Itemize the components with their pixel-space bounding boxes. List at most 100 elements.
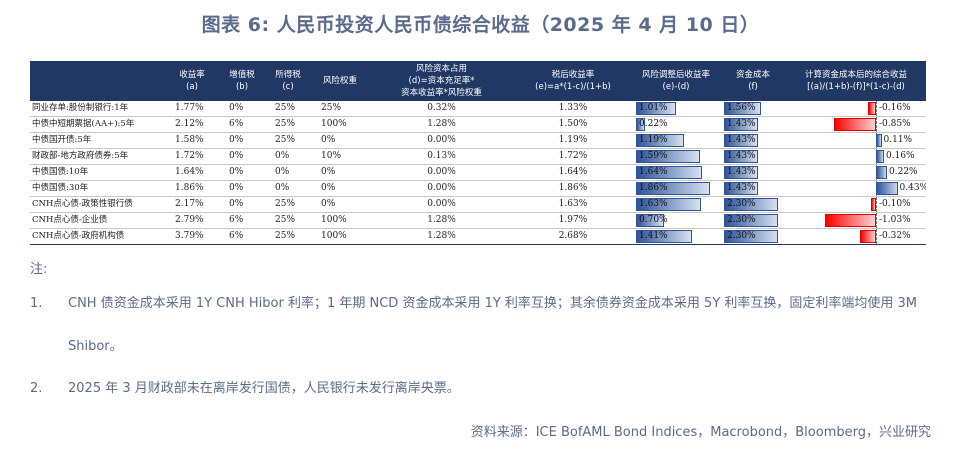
cell-f: 2.30%	[720, 229, 786, 245]
bar-value-label: 1.01%	[639, 103, 668, 113]
cell-adj: 1.86%	[632, 181, 720, 197]
bar-value-label: 0.43%	[899, 183, 927, 193]
cell-d: 1.28%	[427, 231, 456, 241]
cell-w: 0%	[321, 183, 336, 193]
cell-b: 6%	[229, 119, 244, 129]
cell-b: 0%	[229, 103, 244, 113]
data-bar	[636, 102, 677, 115]
cell-a: 1.58%	[175, 135, 204, 145]
column-header-text: (e)=a*(1-c)/(1+b)	[535, 82, 611, 92]
bar-value-label: 2.30%	[727, 215, 756, 225]
column-header	[30, 61, 165, 101]
table-body: 同业存单:股份制银行:1年 1.77% 0% 25% 25% 0.32% 1.33% 1.01…	[30, 101, 926, 245]
cell-adj: 1.01%	[632, 101, 720, 117]
column-header-text: 计算资金成本后的综合收益	[804, 70, 907, 80]
bar-value-label: 1.59%	[639, 151, 668, 161]
cell-f: 2.30%	[720, 197, 786, 213]
cell-a: 2.79%	[175, 215, 204, 225]
notes-heading: 注:	[30, 262, 48, 277]
bar-value-label: 1.64%	[639, 167, 668, 177]
cell-d: 0.00%	[427, 199, 456, 209]
cell-c: 25%	[275, 119, 296, 129]
cell-e: 1.86%	[558, 183, 588, 193]
data-bar	[868, 102, 876, 115]
column-header-text: (a)	[186, 82, 198, 92]
cell-name: 同业存单:股份制银行:1年	[32, 103, 129, 113]
zero-axis	[876, 101, 877, 116]
cell-name: 中债中短期票据(AA+):5年	[32, 119, 135, 129]
cell-w: 10%	[321, 151, 342, 161]
column-header-text: 风险资本占用	[415, 64, 467, 74]
data-bar	[724, 102, 761, 115]
cell-a: 2.17%	[175, 199, 204, 209]
cell-f: 1.43%	[720, 117, 786, 133]
data-bar	[636, 118, 645, 131]
cell-adj: 1.59%	[632, 149, 720, 165]
cell-d: 0.00%	[427, 167, 456, 177]
cell-b: 6%	[229, 215, 244, 225]
data-bar	[724, 198, 779, 211]
column-header-text: 税后收益率	[551, 70, 595, 80]
cell-name: CNH点心债-政策性银行债	[32, 199, 133, 209]
table-row: 中债中短期票据(AA+):5年 2.12% 6% 25% 100% 1.28% 1.50% 0…	[30, 117, 926, 133]
bar-value-label: 1.43%	[727, 151, 756, 161]
cell-d: 1.28%	[427, 119, 456, 129]
source-note: 资料来源：ICE BofAML Bond Indices，Macrobond，B…	[470, 425, 931, 440]
note-index: 1.	[30, 296, 43, 311]
bar-value-label: -0.85%	[879, 119, 911, 129]
table-row: CNH点心债-政策性银行债 2.17% 0% 25% 0% 0.00% 1.63% 1.63%…	[30, 197, 926, 213]
column-header: 资金成本 (f)	[720, 61, 786, 101]
cell-b: 0%	[229, 167, 244, 177]
table-row: CNH点心债-政府机构债 3.79% 6% 25% 100% 1.28% 2.68% 1.41…	[30, 229, 926, 245]
column-header-text: 增值税	[229, 70, 255, 80]
cell-c: 0%	[275, 167, 290, 177]
column-header: 风险资本占用 (d)=资本充足率* 资本收益率*风险权重	[369, 61, 514, 101]
cell-comp: 0.16%	[786, 149, 926, 165]
cell-f: 1.43%	[720, 149, 786, 165]
note-text: 2025 年 3 月财政部未在离岸发行国债，人民银行未发行离岸央票。	[68, 381, 460, 396]
cell-comp: -1.03%	[786, 213, 926, 229]
bar-value-label: 0.70%	[639, 215, 668, 225]
data-bar	[724, 118, 758, 131]
cell-name: CNH点心债-政府机构债	[32, 231, 125, 241]
cell-adj: 0.70%	[632, 213, 720, 229]
data-bar	[871, 198, 876, 211]
cell-name: CNH点心债-企业债	[32, 215, 108, 225]
cell-comp: 0.11%	[786, 133, 926, 149]
cell-w: 100%	[321, 231, 347, 241]
cell-adj: 0.22%	[632, 117, 720, 133]
bar-value-label: -0.10%	[879, 199, 911, 209]
column-header-text: (b)	[235, 82, 249, 92]
bar-value-label: -1.03%	[879, 215, 911, 225]
column-header-text: 风险权重	[322, 76, 357, 86]
table-row: 中债国债:10年 1.64% 0% 0% 0% 0.00% 1.64% 1.64% 1.43% 0…	[30, 165, 926, 181]
yield-table: 收益率 (a) 增值税 (b) 所得税 (c) 风险权重 风险资本占用 (d)=资本充足率* 资本…	[30, 61, 926, 245]
data-bar	[636, 134, 684, 147]
column-header: 风险调整后收益率 (e)-(d)	[632, 61, 720, 101]
data-bar	[876, 150, 884, 163]
column-header-text: 资金成本	[735, 70, 770, 80]
bar-value-label: 1.56%	[727, 103, 756, 113]
bar-value-label: 2.30%	[727, 231, 756, 241]
cell-b: 0%	[229, 199, 244, 209]
cell-e: 1.19%	[558, 135, 588, 145]
table-row: 同业存单:股份制银行:1年 1.77% 0% 25% 25% 0.32% 1.33% 1.01…	[30, 101, 926, 117]
data-bar	[876, 166, 887, 179]
cell-d: 1.28%	[427, 215, 456, 225]
data-bar	[724, 150, 758, 163]
note-index: 2.	[30, 381, 43, 396]
table-row: 财政部-地方政府债券:5年 1.72% 0% 0% 10% 0.13% 1.72% 1.59%…	[30, 149, 926, 165]
cell-a: 3.79%	[175, 231, 204, 241]
cell-e: 2.68%	[558, 231, 588, 241]
data-bar	[636, 182, 711, 195]
cell-w: 0%	[321, 167, 336, 177]
cell-name: 中债国债:30年	[32, 183, 89, 193]
cell-e: 1.33%	[558, 103, 588, 113]
bar-value-label: -0.32%	[879, 231, 911, 241]
data-bar	[724, 166, 758, 179]
cell-b: 0%	[229, 183, 244, 193]
cell-b: 0%	[229, 151, 244, 161]
column-header: 税后收益率 (e)=a*(1-c)/(1+b)	[514, 61, 632, 101]
cell-a: 1.86%	[175, 183, 204, 193]
cell-e: 1.97%	[558, 215, 588, 225]
